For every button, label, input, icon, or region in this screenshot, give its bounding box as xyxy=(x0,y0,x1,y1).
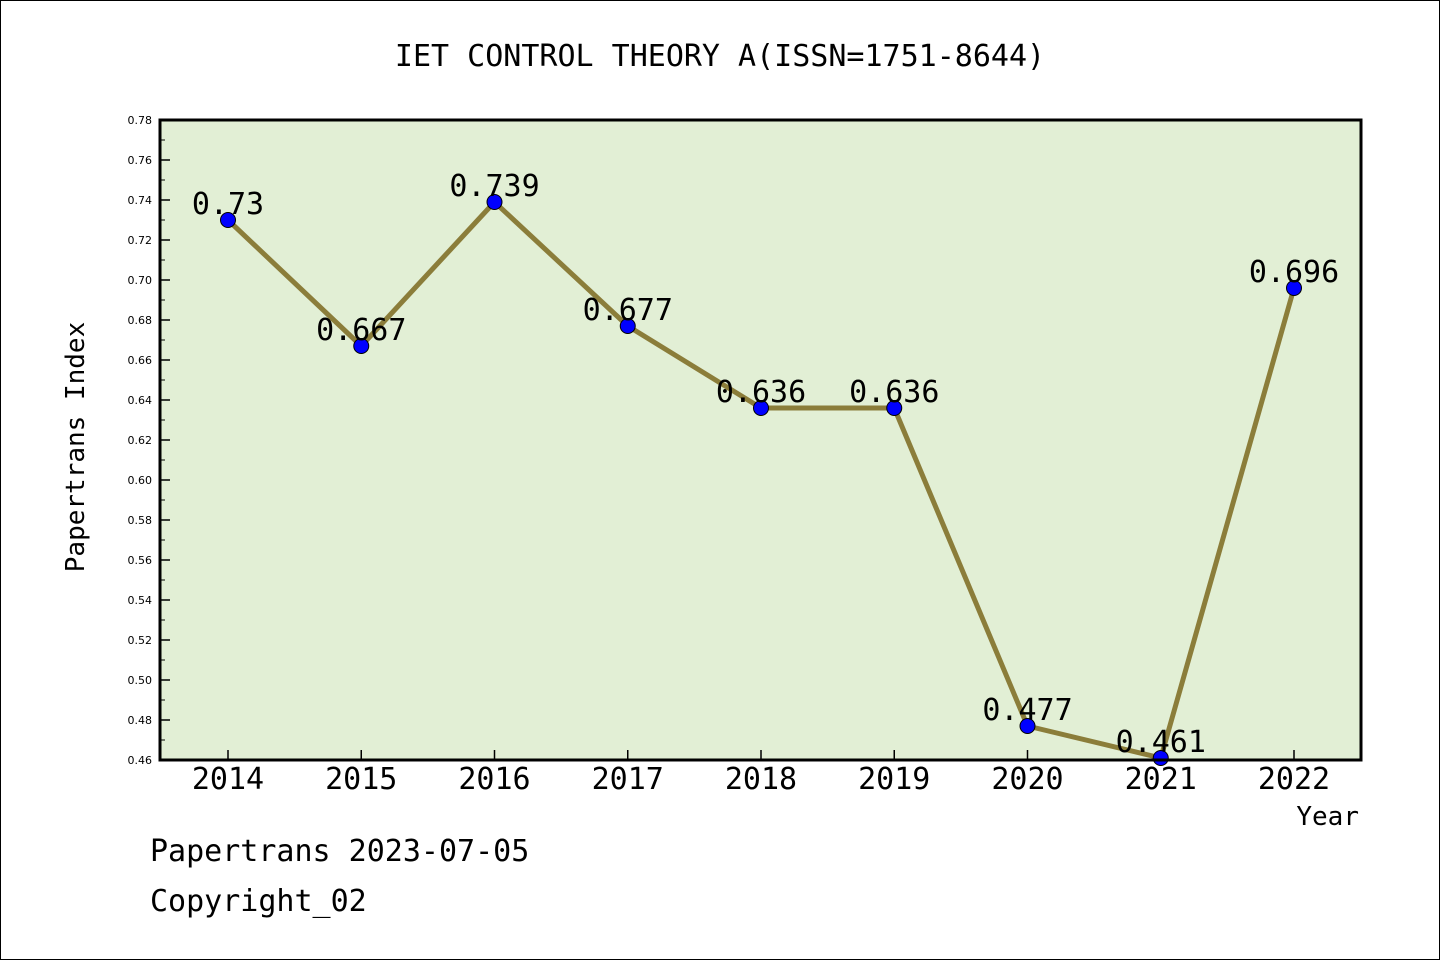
y-tick-label: 0.66 xyxy=(128,354,153,367)
y-axis: 0.46 0.48 0.50 0.52 0.54 0.56 0.58 0.60 0.62 0.64… xyxy=(128,114,170,767)
data-label: 0.677 xyxy=(583,293,673,328)
x-tick-label: 2015 xyxy=(325,762,397,797)
data-point xyxy=(220,212,236,228)
y-tick-label: 0.62 xyxy=(128,434,153,447)
data-label: 0.739 xyxy=(449,169,539,204)
y-tick-label: 0.78 xyxy=(128,114,153,127)
data-label: 0.477 xyxy=(982,693,1072,728)
x-tick-label: 2017 xyxy=(592,762,664,797)
series-markers xyxy=(220,194,1302,766)
x-tick-label: 2018 xyxy=(725,762,797,797)
y-tick-label: 0.70 xyxy=(128,274,153,287)
data-point xyxy=(1286,280,1302,296)
x-tick-label: 2020 xyxy=(991,762,1063,797)
y-tick-label: 0.74 xyxy=(128,194,153,207)
plot-area xyxy=(160,120,1361,760)
data-label: 0.636 xyxy=(716,375,806,410)
data-label: 0.667 xyxy=(316,313,406,348)
y-tick-label: 0.64 xyxy=(128,394,153,407)
y-tick-label: 0.76 xyxy=(128,154,153,167)
x-tick-label: 2016 xyxy=(458,762,530,797)
source-date-text: Papertrans 2023-07-05 xyxy=(150,834,530,869)
data-labels: 0.73 0.667 0.739 0.677 0.636 0.636 0.477 0.461 0… xyxy=(192,169,1339,760)
data-point xyxy=(486,194,503,210)
data-point xyxy=(886,400,903,416)
y-tick-label: 0.46 xyxy=(128,754,153,767)
data-point xyxy=(1152,750,1169,766)
y-tick-label: 0.72 xyxy=(128,234,153,247)
y-axis-label: Papertrans Index xyxy=(61,322,91,572)
y-tick-label: 0.68 xyxy=(128,314,153,327)
x-axis: 2014 2015 2016 2017 2018 2019 2020 2021 2022 xyxy=(192,750,1330,797)
y-tick-label: 0.54 xyxy=(128,594,153,607)
x-tick-label: 2022 xyxy=(1258,762,1330,797)
chart-title: IET CONTROL THEORY A(ISSN=1751-8644) xyxy=(395,39,1045,74)
data-label: 0.696 xyxy=(1249,255,1339,290)
data-label: 0.636 xyxy=(849,375,939,410)
data-point xyxy=(353,338,370,354)
data-point xyxy=(1019,718,1036,734)
data-label: 0.461 xyxy=(1116,725,1206,760)
y-tick-label: 0.60 xyxy=(128,474,153,487)
data-point xyxy=(753,400,769,416)
data-point xyxy=(619,318,636,334)
x-tick-label: 2021 xyxy=(1125,762,1197,797)
y-tick-label: 0.50 xyxy=(128,674,153,687)
y-tick-label: 0.52 xyxy=(128,634,153,647)
y-tick-label: 0.56 xyxy=(128,554,153,567)
copyright-text: Copyright_02 xyxy=(150,884,367,919)
y-tick-label: 0.48 xyxy=(128,714,153,727)
x-axis-label: Year xyxy=(1296,802,1359,832)
y-tick-label: 0.58 xyxy=(128,514,153,527)
x-tick-label: 2014 xyxy=(192,762,264,797)
data-label: 0.73 xyxy=(192,187,264,222)
plot-border xyxy=(158,118,1363,762)
x-tick-label: 2019 xyxy=(858,762,930,797)
